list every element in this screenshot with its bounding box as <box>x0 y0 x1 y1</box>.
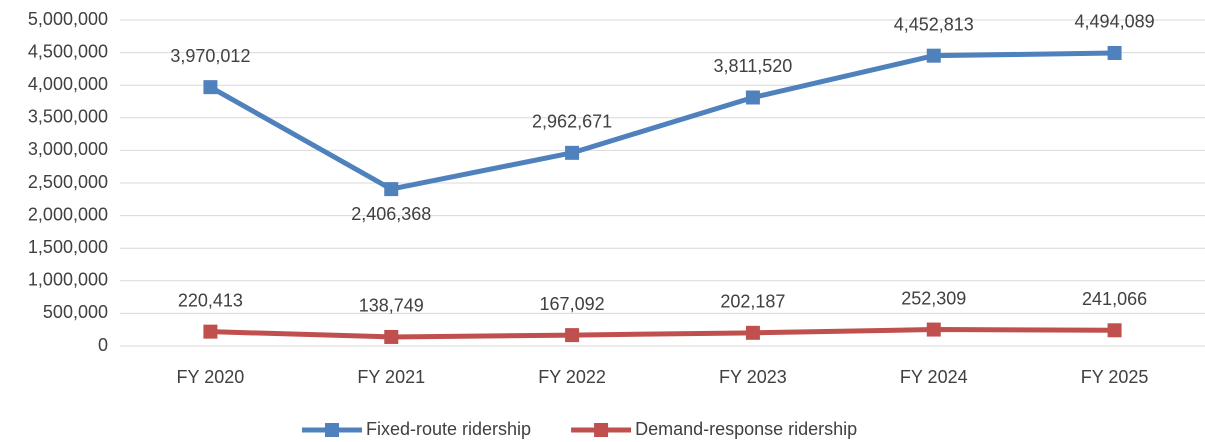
data-label: 2,406,368 <box>351 204 431 224</box>
y-tick-label: 1,000,000 <box>28 270 108 290</box>
data-label: 4,452,813 <box>894 14 974 34</box>
y-tick-label: 1,500,000 <box>28 237 108 257</box>
point-marker <box>1107 323 1122 338</box>
data-label: 167,092 <box>540 294 605 314</box>
y-tick-label: 3,500,000 <box>28 107 108 127</box>
data-label: 3,811,520 <box>714 56 793 76</box>
legend-label: Fixed-route ridership <box>366 419 531 439</box>
y-tick-label: 500,000 <box>43 302 108 322</box>
data-label: 138,749 <box>359 296 424 316</box>
point-marker <box>1107 45 1122 60</box>
point-marker <box>745 90 760 105</box>
x-tick-label: FY 2020 <box>177 367 245 387</box>
point-marker <box>384 182 399 197</box>
point-marker <box>565 145 580 160</box>
point-marker <box>203 324 218 339</box>
legend-marker <box>594 423 609 437</box>
point-marker <box>565 328 580 343</box>
legend-label: Demand-response ridership <box>635 419 857 439</box>
x-tick-label: FY 2023 <box>719 367 787 387</box>
x-tick-label: FY 2024 <box>900 367 968 387</box>
y-tick-label: 0 <box>98 335 108 355</box>
y-tick-label: 2,500,000 <box>28 172 108 192</box>
data-label: 2,962,671 <box>532 112 612 132</box>
point-marker <box>926 48 941 63</box>
point-marker <box>926 322 941 337</box>
data-label: 202,187 <box>720 292 785 312</box>
point-marker <box>203 80 218 95</box>
y-tick-label: 3,000,000 <box>28 139 108 159</box>
x-tick-label: FY 2021 <box>357 367 425 387</box>
point-marker <box>384 329 399 344</box>
series-line <box>209 50 1115 192</box>
x-tick-label: FY 2022 <box>538 367 606 387</box>
data-label: 241,066 <box>1082 289 1147 309</box>
data-label: 4,494,089 <box>1075 12 1155 32</box>
point-marker <box>745 325 760 340</box>
y-tick-label: 4,500,000 <box>28 41 108 61</box>
data-label: 3,970,012 <box>170 46 250 66</box>
y-tick-label: 4,000,000 <box>28 74 108 94</box>
data-label: 252,309 <box>901 288 966 308</box>
data-label: 220,413 <box>178 290 243 310</box>
y-tick-label: 5,000,000 <box>28 9 108 29</box>
legend-marker <box>325 423 339 437</box>
series-line <box>210 327 1115 340</box>
y-tick-label: 2,000,000 <box>28 204 108 224</box>
x-tick-label: FY 2025 <box>1081 367 1149 387</box>
